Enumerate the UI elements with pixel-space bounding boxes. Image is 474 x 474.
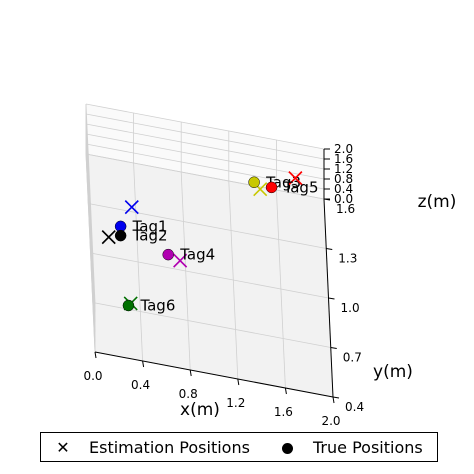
x-tick-mark [142, 360, 145, 368]
estimation-marker [124, 200, 139, 215]
grid-line [85, 153, 96, 353]
legend-label-estimation: Estimation Positions [89, 438, 250, 457]
x-tick-mark [332, 396, 335, 404]
grid-line [85, 103, 325, 150]
grid-line [85, 153, 325, 200]
legend-label-true: True Positions [313, 438, 423, 457]
grid-line [90, 252, 329, 299]
tick-labels: 0.00.40.81.21.62.00.40.71.01.31.60.00.40… [83, 142, 364, 428]
estimation-marker [288, 171, 303, 186]
true-position-marker [162, 248, 174, 261]
chart-area: 0.00.40.81.21.62.00.40.71.01.31.60.00.40… [83, 103, 457, 428]
grid-line [85, 133, 325, 180]
legend-item-estimation: ✕ Estimation Positions [55, 437, 250, 459]
grid-line [85, 113, 96, 313]
grid-line [85, 123, 325, 170]
x-marker-icon: ✕ [56, 438, 70, 457]
y-tick-mark [330, 347, 337, 349]
estimation-marker [101, 230, 116, 245]
z-tick-label: 0.0 [334, 192, 353, 206]
x-axis-label: x(m) [180, 400, 220, 420]
z-tick-label: 2.0 [334, 142, 353, 156]
grid-line [85, 113, 325, 160]
estimation-marker [173, 253, 188, 268]
true-position-marker [122, 299, 135, 312]
y-tick-mark [328, 297, 335, 300]
true-position-marker [248, 176, 260, 188]
z-tick-label: 1.6 [334, 152, 353, 166]
tag-label: Tag6 [139, 297, 175, 315]
x-tick-mark [237, 378, 240, 386]
z-axis-label: z(m) [418, 192, 457, 212]
true-position-marker [265, 181, 278, 194]
y-axis-label: y(m) [373, 362, 413, 382]
x-tick-mark [189, 369, 192, 377]
back-pane [86, 104, 324, 199]
tag-label: Tag5 [283, 178, 319, 196]
grid-line [85, 133, 96, 333]
tag-label: Tag4 [179, 246, 215, 264]
x-tick-label: 0.4 [131, 378, 150, 392]
grid-line [92, 302, 331, 348]
y-tick-label: 0.7 [343, 351, 362, 365]
tag-label: Tag1 [132, 217, 168, 235]
legend: ✕ Estimation Positions True Positions [40, 432, 438, 462]
circle-marker-icon [279, 437, 295, 459]
x-tick-mark [94, 351, 97, 359]
x-tick-label: 1.6 [274, 405, 293, 419]
legend-item-true: True Positions [279, 437, 423, 459]
y-tick-mark [326, 248, 333, 250]
grid-line [85, 123, 96, 323]
y-tick-label: 1.0 [341, 301, 360, 315]
true-position-marker [114, 229, 127, 242]
x-tick-mark [284, 387, 287, 395]
x-tick-label: 2.0 [321, 414, 340, 428]
y-tick-label: 0.4 [345, 400, 364, 414]
z-tick-label: 1.2 [334, 162, 353, 176]
y-tick-mark [332, 396, 340, 399]
x-axis-line [94, 351, 334, 398]
x-tick-label: 0.0 [83, 369, 102, 383]
y-tick-label: 1.3 [338, 252, 357, 266]
tag-label: Tag2 [132, 227, 168, 245]
x-tick-label: 0.8 [179, 387, 198, 401]
grid-line [85, 143, 96, 343]
y-tick-label: 1.6 [336, 202, 355, 216]
grid-line [85, 143, 325, 190]
z-tick-label: 0.4 [334, 182, 353, 196]
z-tick-label: 0.8 [334, 172, 353, 186]
x-tick-label: 1.2 [226, 396, 245, 410]
grid-line [85, 103, 96, 303]
